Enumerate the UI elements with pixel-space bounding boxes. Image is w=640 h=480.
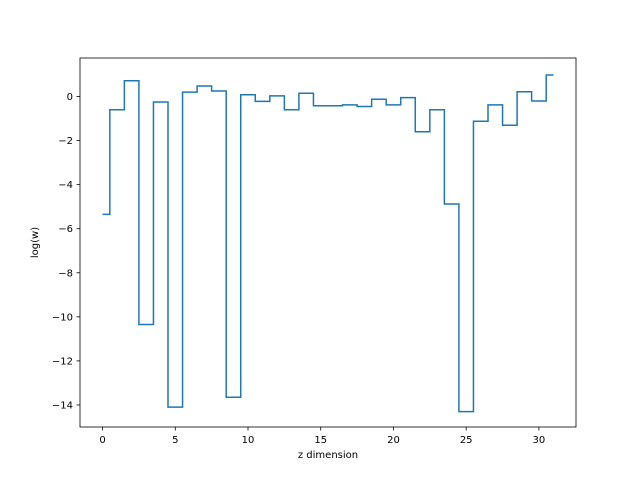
y-tick-label: −6 xyxy=(58,224,73,235)
y-tick-label: −10 xyxy=(52,312,73,323)
y-axis-label: log(w) xyxy=(30,227,41,258)
y-tick-label: −4 xyxy=(58,180,73,191)
y-tick-label: 0 xyxy=(67,92,73,103)
series-layer xyxy=(102,74,554,413)
x-tick-label: 15 xyxy=(314,435,327,446)
series-step-line xyxy=(102,74,554,413)
plot-frame xyxy=(79,57,577,428)
y-tick-label: −14 xyxy=(52,400,73,411)
x-tick-label: 10 xyxy=(242,435,255,446)
y-tick-label: −8 xyxy=(58,268,73,279)
x-tick-label: 20 xyxy=(387,435,400,446)
x-tick-label: 5 xyxy=(172,435,178,446)
x-tick-label: 0 xyxy=(99,435,105,446)
y-tick-label: −12 xyxy=(52,356,73,367)
y-tick-label: −2 xyxy=(58,136,73,147)
ticks-layer: 0 5 10 15 20 25 30 −14 −12 −10 −8 −6 −4 −2 0 xyxy=(52,92,545,446)
x-axis-label: z dimension xyxy=(298,450,358,461)
x-tick-label: 25 xyxy=(460,435,473,446)
x-tick-label: 30 xyxy=(533,435,546,446)
